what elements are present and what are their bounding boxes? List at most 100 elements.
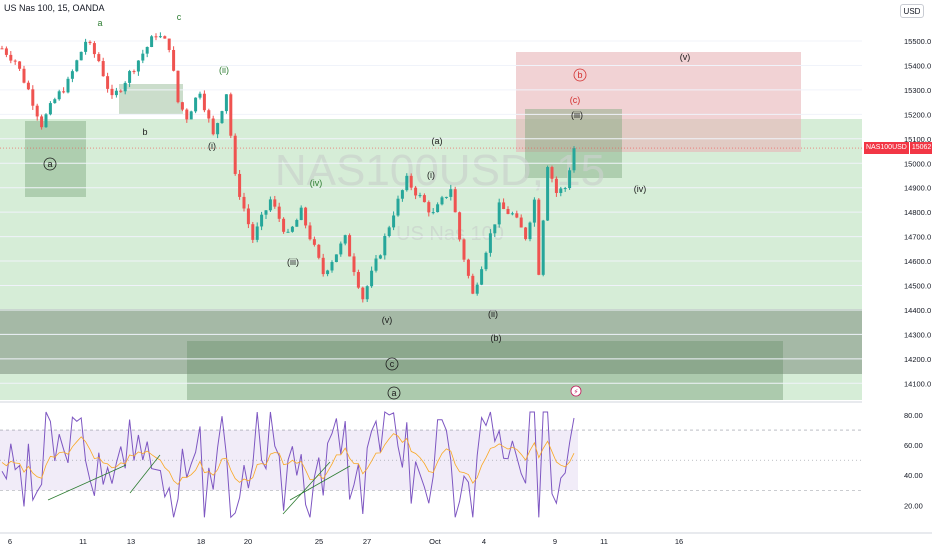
candle-body[interactable] [97, 54, 101, 62]
dark-zone[interactable] [0, 309, 862, 374]
candle-body[interactable] [224, 94, 228, 112]
candle-body[interactable] [295, 220, 299, 227]
candle-body[interactable] [330, 262, 334, 271]
candle-body[interactable] [268, 199, 272, 211]
candle-body[interactable] [453, 189, 457, 213]
candle-body[interactable] [387, 227, 391, 237]
candle-body[interactable] [431, 212, 435, 214]
candle-body[interactable] [480, 269, 484, 285]
candle-body[interactable] [264, 210, 268, 215]
candle-body[interactable] [348, 235, 352, 257]
rsi-trendline[interactable] [282, 461, 331, 515]
candle-body[interactable] [158, 36, 162, 38]
candle-body[interactable] [70, 71, 74, 79]
candle-body[interactable] [119, 90, 123, 92]
candle-body[interactable] [427, 202, 431, 213]
candle-body[interactable] [510, 213, 514, 215]
candle-body[interactable] [524, 227, 528, 240]
candle-body[interactable] [220, 111, 224, 124]
candle-body[interactable] [106, 76, 110, 89]
candle-body[interactable] [541, 220, 545, 275]
candle-body[interactable] [444, 196, 448, 198]
candle-body[interactable] [317, 244, 321, 258]
candle-body[interactable] [374, 258, 378, 271]
candle-body[interactable] [110, 88, 114, 96]
candle-body[interactable] [40, 116, 44, 128]
rsi-line[interactable] [1, 411, 575, 519]
candle-body[interactable] [471, 275, 475, 294]
candle-body[interactable] [18, 61, 22, 69]
candle-body[interactable] [233, 135, 237, 174]
candle-body[interactable] [141, 53, 145, 61]
candle-body[interactable] [365, 286, 369, 300]
candle-body[interactable] [22, 68, 26, 83]
candle-body[interactable] [57, 91, 61, 100]
candle-body[interactable] [260, 214, 264, 227]
candle-body[interactable] [132, 71, 136, 73]
candle-body[interactable] [79, 51, 83, 61]
candle-body[interactable] [484, 252, 488, 270]
candle-body[interactable] [26, 82, 30, 90]
candle-body[interactable] [458, 212, 462, 240]
candle-body[interactable] [273, 199, 277, 207]
rsi-trendline[interactable] [129, 454, 161, 494]
candle-body[interactable] [163, 36, 167, 39]
candle-body[interactable] [48, 103, 52, 115]
rsi-trendline[interactable] [47, 464, 127, 501]
candle-body[interactable] [229, 94, 233, 136]
candle-body[interactable] [194, 97, 198, 112]
candle-body[interactable] [286, 231, 290, 233]
candle-body[interactable] [255, 226, 259, 240]
candle-body[interactable] [9, 54, 13, 61]
candle-body[interactable] [4, 48, 8, 55]
candle-body[interactable] [136, 60, 140, 72]
candle-body[interactable] [277, 206, 281, 219]
candle-body[interactable] [101, 61, 105, 77]
zone-circled-a-left[interactable] [25, 121, 86, 197]
candle-body[interactable] [462, 239, 466, 260]
candle-body[interactable] [31, 89, 35, 106]
candle-body[interactable] [449, 189, 453, 197]
currency-button[interactable]: USD [900, 4, 924, 18]
candle-body[interactable] [515, 213, 519, 218]
candle-body[interactable] [422, 195, 426, 203]
candle-body[interactable] [154, 36, 158, 38]
candle-body[interactable] [246, 208, 250, 225]
candle-body[interactable] [352, 256, 356, 273]
candle-body[interactable] [497, 202, 501, 225]
candle-body[interactable] [563, 188, 567, 190]
candle-body[interactable] [312, 239, 316, 245]
candle-body[interactable] [559, 188, 563, 193]
rsi-layer[interactable] [0, 411, 862, 519]
candle-body[interactable] [66, 78, 70, 93]
candle-body[interactable] [88, 41, 92, 44]
candle-body[interactable] [326, 270, 330, 275]
candle-body[interactable] [128, 71, 132, 83]
rsi-trendline[interactable] [289, 465, 351, 501]
candle-body[interactable] [396, 198, 400, 216]
candle-body[interactable] [0, 48, 4, 50]
candle-body[interactable] [440, 197, 444, 205]
candle-body[interactable] [167, 38, 171, 50]
target-zone-c[interactable] [187, 341, 783, 400]
candle-body[interactable] [44, 114, 48, 128]
symbol-title[interactable]: US Nas 100, 15, OANDA [4, 3, 105, 13]
candle-body[interactable] [299, 207, 303, 221]
candle-body[interactable] [339, 243, 343, 255]
candle-body[interactable] [92, 43, 96, 55]
candle-body[interactable] [53, 99, 57, 104]
candle-body[interactable] [488, 233, 492, 253]
candle-body[interactable] [436, 204, 440, 213]
candle-body[interactable] [506, 209, 510, 215]
candle-body[interactable] [180, 102, 184, 110]
candle-body[interactable] [370, 270, 374, 287]
candle-body[interactable] [185, 109, 189, 120]
candle-body[interactable] [75, 60, 79, 72]
candle-body[interactable] [532, 199, 536, 223]
candle-body[interactable] [35, 105, 39, 117]
candle-body[interactable] [290, 226, 294, 232]
candle-body[interactable] [211, 118, 215, 135]
candle-body[interactable] [308, 225, 312, 240]
candle-body[interactable] [409, 175, 413, 188]
candle-body[interactable] [343, 235, 347, 244]
